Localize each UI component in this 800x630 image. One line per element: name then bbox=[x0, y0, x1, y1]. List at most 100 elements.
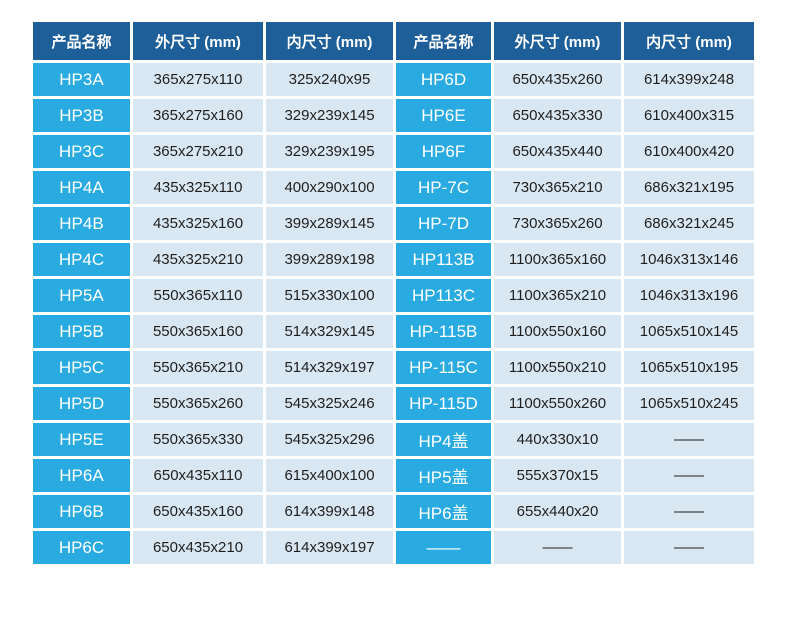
product-name-cell: HP6E bbox=[396, 99, 491, 132]
table-row: HP6C 650x435x210 614x399x197 —— —— —— bbox=[33, 531, 754, 564]
dimension-cell: 655x440x20 bbox=[494, 495, 621, 528]
dimension-cell: 1100x550x260 bbox=[494, 387, 621, 420]
product-spec-table-container: 产品名称 外尺寸 (mm) 内尺寸 (mm) 产品名称 外尺寸 (mm) 内尺寸… bbox=[30, 19, 757, 567]
product-name-cell: HP113B bbox=[396, 243, 491, 276]
product-name-cell: HP113C bbox=[396, 279, 491, 312]
product-name-cell: HP3A bbox=[33, 63, 130, 96]
dimension-cell: 615x400x100 bbox=[266, 459, 393, 492]
product-name-cell: —— bbox=[396, 531, 491, 564]
header-product-name-right: 产品名称 bbox=[396, 22, 491, 60]
table-row: HP3C 365x275x210 329x239x195 HP6F 650x435x44… bbox=[33, 135, 754, 168]
dimension-cell: 550x365x260 bbox=[133, 387, 263, 420]
product-name-cell: HP-7D bbox=[396, 207, 491, 240]
dimension-cell: 329x239x195 bbox=[266, 135, 393, 168]
product-name-cell: HP6F bbox=[396, 135, 491, 168]
table-row: HP5B 550x365x160 514x329x145 HP-115B 1100x55… bbox=[33, 315, 754, 348]
dimension-cell: 1046x313x196 bbox=[624, 279, 754, 312]
product-name-cell: HP-7C bbox=[396, 171, 491, 204]
dimension-cell: 730x365x210 bbox=[494, 171, 621, 204]
dimension-cell: 435x325x110 bbox=[133, 171, 263, 204]
dimension-cell: —— bbox=[624, 495, 754, 528]
dimension-cell: 545x325x246 bbox=[266, 387, 393, 420]
table-row: HP3A 365x275x110 325x240x95 HP6D 650x435x260… bbox=[33, 63, 754, 96]
table-row: HP3B 365x275x160 329x239x145 HP6E 650x435x33… bbox=[33, 99, 754, 132]
dimension-cell: 650x435x160 bbox=[133, 495, 263, 528]
product-name-cell: HP3C bbox=[33, 135, 130, 168]
product-name-cell: HP5盖 bbox=[396, 459, 491, 492]
product-name-cell: HP6盖 bbox=[396, 495, 491, 528]
table-row: HP6A 650x435x110 615x400x100 HP5盖 555x370x15… bbox=[33, 459, 754, 492]
dimension-cell: 650x435x210 bbox=[133, 531, 263, 564]
header-inner-size-right: 内尺寸 (mm) bbox=[624, 22, 754, 60]
table-body: HP3A 365x275x110 325x240x95 HP6D 650x435x260… bbox=[33, 63, 754, 564]
dimension-cell: 614x399x248 bbox=[624, 63, 754, 96]
table-row: HP6B 650x435x160 614x399x148 HP6盖 655x440x20… bbox=[33, 495, 754, 528]
product-name-cell: HP-115C bbox=[396, 351, 491, 384]
dimension-cell: 365x275x160 bbox=[133, 99, 263, 132]
product-name-cell: HP6B bbox=[33, 495, 130, 528]
dimension-cell: 650x435x440 bbox=[494, 135, 621, 168]
product-name-cell: HP4A bbox=[33, 171, 130, 204]
dimension-cell: 1100x550x160 bbox=[494, 315, 621, 348]
dimension-cell: 614x399x148 bbox=[266, 495, 393, 528]
dimension-cell: 550x365x210 bbox=[133, 351, 263, 384]
dimension-cell: 550x365x160 bbox=[133, 315, 263, 348]
table-row: HP5A 550x365x110 515x330x100 HP113C 1100x365… bbox=[33, 279, 754, 312]
dimension-cell: 1065x510x245 bbox=[624, 387, 754, 420]
dimension-cell: 365x275x210 bbox=[133, 135, 263, 168]
dimension-cell: 1046x313x146 bbox=[624, 243, 754, 276]
dimension-cell: 329x239x145 bbox=[266, 99, 393, 132]
product-name-cell: HP5E bbox=[33, 423, 130, 456]
table-row: HP5C 550x365x210 514x329x197 HP-115C 1100x55… bbox=[33, 351, 754, 384]
product-name-cell: HP5A bbox=[33, 279, 130, 312]
dimension-cell: 1065x510x145 bbox=[624, 315, 754, 348]
dimension-cell: 686x321x195 bbox=[624, 171, 754, 204]
table-row: HP5E 550x365x330 545x325x296 HP4盖 440x330x10… bbox=[33, 423, 754, 456]
dimension-cell: 650x435x110 bbox=[133, 459, 263, 492]
dimension-cell: 555x370x15 bbox=[494, 459, 621, 492]
header-inner-size-left: 内尺寸 (mm) bbox=[266, 22, 393, 60]
product-name-cell: HP4盖 bbox=[396, 423, 491, 456]
dimension-cell: —— bbox=[494, 531, 621, 564]
dimension-cell: 730x365x260 bbox=[494, 207, 621, 240]
product-name-cell: HP4B bbox=[33, 207, 130, 240]
dimension-cell: 514x329x197 bbox=[266, 351, 393, 384]
product-name-cell: HP4C bbox=[33, 243, 130, 276]
dimension-cell: 650x435x260 bbox=[494, 63, 621, 96]
product-name-cell: HP-115D bbox=[396, 387, 491, 420]
dimension-cell: 1065x510x195 bbox=[624, 351, 754, 384]
dimension-cell: 1100x365x160 bbox=[494, 243, 621, 276]
dimension-cell: 545x325x296 bbox=[266, 423, 393, 456]
product-name-cell: HP5B bbox=[33, 315, 130, 348]
dimension-cell: —— bbox=[624, 459, 754, 492]
dimension-cell: 550x365x110 bbox=[133, 279, 263, 312]
product-spec-table: 产品名称 外尺寸 (mm) 内尺寸 (mm) 产品名称 外尺寸 (mm) 内尺寸… bbox=[30, 19, 757, 567]
dimension-cell: —— bbox=[624, 531, 754, 564]
product-name-cell: HP6C bbox=[33, 531, 130, 564]
dimension-cell: 686x321x245 bbox=[624, 207, 754, 240]
product-name-cell: HP-115B bbox=[396, 315, 491, 348]
dimension-cell: 610x400x420 bbox=[624, 135, 754, 168]
header-product-name-left: 产品名称 bbox=[33, 22, 130, 60]
table-row: HP4B 435x325x160 399x289x145 HP-7D 730x365x2… bbox=[33, 207, 754, 240]
dimension-cell: 365x275x110 bbox=[133, 63, 263, 96]
product-name-cell: HP5D bbox=[33, 387, 130, 420]
dimension-cell: 400x290x100 bbox=[266, 171, 393, 204]
dimension-cell: 1100x365x210 bbox=[494, 279, 621, 312]
dimension-cell: 435x325x210 bbox=[133, 243, 263, 276]
dimension-cell: 515x330x100 bbox=[266, 279, 393, 312]
table-row: HP4C 435x325x210 399x289x198 HP113B 1100x365… bbox=[33, 243, 754, 276]
product-name-cell: HP3B bbox=[33, 99, 130, 132]
product-name-cell: HP6A bbox=[33, 459, 130, 492]
dimension-cell: 399x289x198 bbox=[266, 243, 393, 276]
header-outer-size-left: 外尺寸 (mm) bbox=[133, 22, 263, 60]
dimension-cell: 614x399x197 bbox=[266, 531, 393, 564]
table-row: HP4A 435x325x110 400x290x100 HP-7C 730x365x2… bbox=[33, 171, 754, 204]
dimension-cell: 610x400x315 bbox=[624, 99, 754, 132]
product-name-cell: HP5C bbox=[33, 351, 130, 384]
dimension-cell: —— bbox=[624, 423, 754, 456]
table-row: HP5D 550x365x260 545x325x246 HP-115D 1100x55… bbox=[33, 387, 754, 420]
dimension-cell: 514x329x145 bbox=[266, 315, 393, 348]
table-header-row: 产品名称 外尺寸 (mm) 内尺寸 (mm) 产品名称 外尺寸 (mm) 内尺寸… bbox=[33, 22, 754, 60]
